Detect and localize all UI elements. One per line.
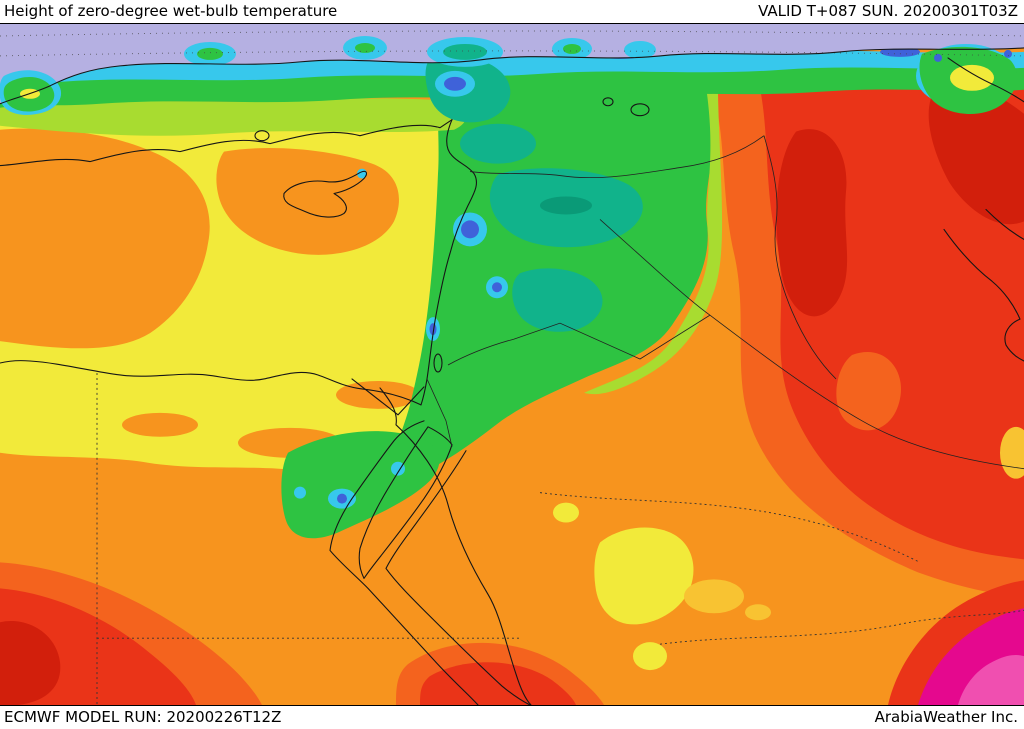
egypt-red-sea-coastline — [329, 420, 479, 705]
north-africa-coastline — [0, 360, 422, 406]
country-borders — [426, 135, 1024, 470]
nile-delta-outline — [351, 378, 425, 416]
lake-outline — [254, 130, 270, 142]
valid-time-label: VALID T+087 SUN. 20200301T03Z — [758, 2, 1018, 20]
cyprus-outline — [283, 170, 368, 218]
footer-bar: ECMWF MODEL RUN: 20200226T12Z ArabiaWeat… — [0, 706, 1024, 729]
coastlines — [0, 47, 1024, 705]
lake-outline — [602, 97, 614, 107]
dashed-borders — [96, 372, 1024, 705]
credit-label: ArabiaWeather Inc. — [874, 708, 1018, 726]
sinai-outline — [358, 426, 453, 579]
lake-outline — [630, 103, 650, 117]
contour-fill-regions — [0, 24, 1024, 705]
header-bar: Height of zero-degree wet-bulb temperatu… — [0, 0, 1024, 23]
caspian-coastline — [947, 57, 1024, 103]
arabia-red-sea-coastline — [385, 450, 531, 705]
nile-river-line — [379, 387, 532, 705]
levant-coastline — [420, 119, 477, 406]
model-run-label: ECMWF MODEL RUN: 20200226T12Z — [4, 708, 282, 726]
map-canvas — [0, 23, 1024, 706]
persian-gulf-north-coastline — [985, 208, 1024, 240]
map-title: Height of zero-degree wet-bulb temperatu… — [4, 2, 338, 20]
turkey-south-coastline — [0, 119, 453, 167]
dead-sea-outline — [433, 353, 443, 373]
weather-map-svg — [0, 24, 1024, 705]
persian-gulf-coastline — [943, 228, 1024, 362]
black-sea-coastline — [0, 47, 1024, 105]
